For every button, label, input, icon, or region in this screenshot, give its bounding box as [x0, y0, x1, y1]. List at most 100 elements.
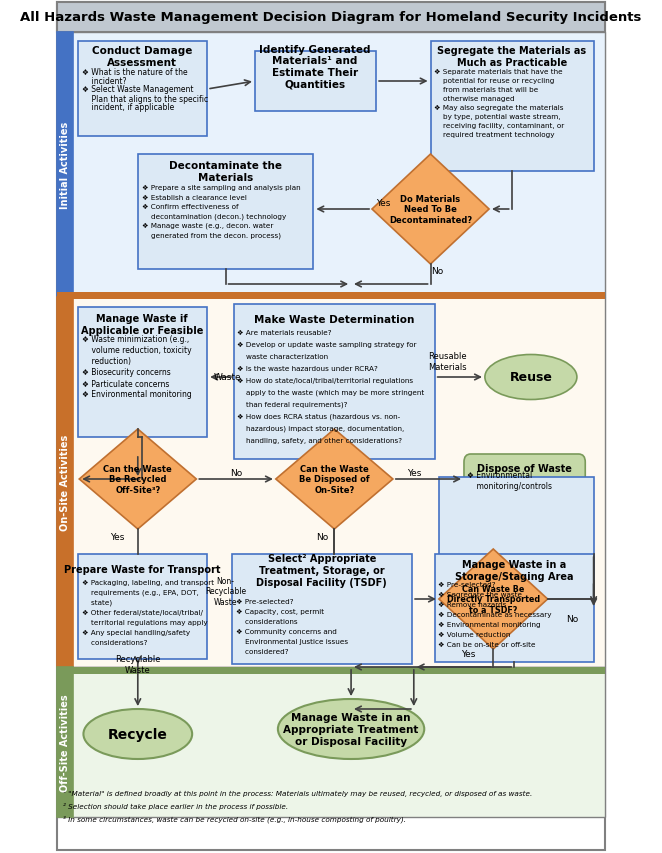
FancyBboxPatch shape: [57, 33, 605, 298]
Text: reduction): reduction): [82, 357, 131, 366]
FancyBboxPatch shape: [232, 554, 412, 664]
FancyBboxPatch shape: [77, 554, 207, 659]
Text: ❖ How do state/local/tribal/territorial regulations: ❖ How do state/local/tribal/territorial …: [237, 378, 414, 384]
Text: ² Selection should take place earlier in the process if possible.: ² Selection should take place earlier in…: [62, 802, 288, 809]
Text: ❖ Separate materials that have the: ❖ Separate materials that have the: [434, 69, 563, 75]
Text: hazardous) impact storage, documentation,: hazardous) impact storage, documentation…: [237, 426, 404, 432]
Text: Reusable
Materials: Reusable Materials: [428, 352, 467, 371]
Text: considered?: considered?: [236, 648, 289, 654]
FancyBboxPatch shape: [57, 33, 73, 298]
Text: potential for reuse or recycling: potential for reuse or recycling: [434, 78, 554, 84]
Ellipse shape: [485, 355, 577, 400]
Text: ❖ Prepare a site sampling and analysis plan: ❖ Prepare a site sampling and analysis p…: [142, 185, 301, 191]
Text: ❖ Pre-selected?: ❖ Pre-selected?: [438, 581, 496, 588]
FancyBboxPatch shape: [435, 554, 594, 662]
Text: volume reduction, toxicity: volume reduction, toxicity: [82, 346, 191, 355]
FancyBboxPatch shape: [57, 667, 73, 817]
Text: ❖ What is the nature of the: ❖ What is the nature of the: [82, 67, 187, 77]
Text: ❖ Other federal/state/local/tribal/: ❖ Other federal/state/local/tribal/: [82, 609, 203, 615]
Text: Conduct Damage
Assessment: Conduct Damage Assessment: [92, 46, 192, 67]
Text: ❖ Manage waste (e.g., decon. water: ❖ Manage waste (e.g., decon. water: [142, 223, 273, 229]
Text: ❖ Particulate concerns: ❖ Particulate concerns: [82, 379, 169, 388]
FancyBboxPatch shape: [57, 293, 605, 299]
FancyBboxPatch shape: [57, 667, 605, 817]
FancyBboxPatch shape: [57, 298, 605, 667]
Text: decontamination (decon.) technology: decontamination (decon.) technology: [142, 213, 286, 219]
Text: required treatment technology: required treatment technology: [434, 132, 554, 138]
Ellipse shape: [83, 709, 192, 759]
Text: ❖ Packaging, labeling, and transport: ❖ Packaging, labeling, and transport: [82, 579, 214, 585]
FancyBboxPatch shape: [57, 298, 73, 667]
Text: ❖ Biosecurity concerns: ❖ Biosecurity concerns: [82, 368, 171, 377]
Text: Initial Activities: Initial Activities: [60, 121, 70, 208]
Text: No: No: [567, 615, 579, 624]
Text: No: No: [431, 267, 444, 276]
Text: Can Waste Be
Directly Transported
to a TSDF?: Can Waste Be Directly Transported to a T…: [447, 584, 540, 614]
FancyBboxPatch shape: [234, 305, 435, 460]
Text: ❖ Confirm effectiveness of: ❖ Confirm effectiveness of: [142, 204, 238, 210]
Text: Manage Waste in a
Storage/Staging Area: Manage Waste in a Storage/Staging Area: [455, 560, 573, 581]
Text: waste characterization: waste characterization: [237, 354, 328, 360]
FancyBboxPatch shape: [77, 308, 207, 438]
Text: All Hazards Waste Management Decision Diagram for Homeland Security Incidents: All Hazards Waste Management Decision Di…: [21, 11, 641, 25]
FancyBboxPatch shape: [439, 478, 594, 588]
Text: Do Materials
Need To Be
Decontaminated?: Do Materials Need To Be Decontaminated?: [389, 194, 472, 224]
Text: Decontaminate the
Materials: Decontaminate the Materials: [169, 161, 282, 183]
Text: considerations?: considerations?: [82, 639, 147, 645]
Text: receiving facility, contaminant, or: receiving facility, contaminant, or: [434, 123, 564, 129]
Text: by type, potential waste stream,: by type, potential waste stream,: [434, 113, 560, 120]
Text: ❖ Is the waste hazardous under RCRA?: ❖ Is the waste hazardous under RCRA?: [237, 366, 378, 372]
FancyBboxPatch shape: [464, 455, 585, 509]
Text: ❖ Capacity, cost, permit: ❖ Capacity, cost, permit: [236, 608, 324, 614]
Text: ❖ Decontaminate as necessary: ❖ Decontaminate as necessary: [438, 612, 551, 618]
Text: Reuse: Reuse: [510, 371, 552, 384]
Text: Yes: Yes: [461, 650, 475, 659]
Text: Manage Waste in an
Appropriate Treatment
or Disposal Facility: Manage Waste in an Appropriate Treatment…: [283, 712, 419, 746]
FancyBboxPatch shape: [57, 3, 605, 850]
Ellipse shape: [278, 699, 424, 759]
Polygon shape: [79, 430, 197, 530]
Polygon shape: [439, 549, 547, 649]
Text: ❖ Environmental monitoring: ❖ Environmental monitoring: [82, 390, 191, 399]
Text: Yes: Yes: [406, 469, 421, 478]
Text: generated from the decon. process): generated from the decon. process): [142, 232, 281, 239]
Text: ❖ Remove hazards: ❖ Remove hazards: [438, 601, 506, 607]
Text: Can the Waste
Be Recycled
Off-Site³?: Can the Waste Be Recycled Off-Site³?: [103, 465, 172, 495]
Text: ❖ Select Waste Management: ❖ Select Waste Management: [82, 85, 193, 95]
Text: Yes: Yes: [375, 200, 390, 208]
FancyBboxPatch shape: [57, 3, 605, 33]
Text: Prepare Waste for Transport: Prepare Waste for Transport: [64, 565, 220, 574]
Text: from materials that will be: from materials that will be: [434, 87, 538, 93]
Text: ❖ Can be on-site or off-site: ❖ Can be on-site or off-site: [438, 641, 536, 647]
Text: Recycle: Recycle: [108, 727, 167, 741]
Text: Segregate the Materials as
Much as Practicable: Segregate the Materials as Much as Pract…: [437, 46, 587, 67]
Text: Environmental Justice issues: Environmental Justice issues: [236, 638, 349, 644]
Text: Select² Appropriate
Treatment, Storage, or
Disposal Facility (TSDF): Select² Appropriate Treatment, Storage, …: [256, 554, 387, 587]
Text: ❖ How does RCRA status (hazardous vs. non-: ❖ How does RCRA status (hazardous vs. no…: [237, 413, 401, 420]
Polygon shape: [276, 430, 393, 530]
FancyBboxPatch shape: [57, 293, 605, 299]
Text: requirements (e.g., EPA, DOT,: requirements (e.g., EPA, DOT,: [82, 589, 199, 595]
Text: ❖ Volume reduction: ❖ Volume reduction: [438, 631, 510, 637]
Text: Identify Generated
Materials¹ and
Estimate Their
Quantities: Identify Generated Materials¹ and Estima…: [260, 44, 371, 90]
Text: handling, safety, and other considerations?: handling, safety, and other consideratio…: [237, 438, 402, 444]
Text: Dispose of Waste: Dispose of Waste: [477, 463, 572, 473]
Text: Recyclable
Waste: Recyclable Waste: [115, 654, 161, 674]
Text: ³ In some circumstances, waste can be recycled on-site (e.g., in-house compostin: ³ In some circumstances, waste can be re…: [62, 815, 406, 822]
Text: Make Waste Determination: Make Waste Determination: [254, 315, 414, 325]
Text: Manage Waste if
Applicable or Feasible: Manage Waste if Applicable or Feasible: [81, 314, 203, 335]
Polygon shape: [372, 154, 489, 264]
Text: ❖ Establish a clearance level: ❖ Establish a clearance level: [142, 194, 247, 200]
Text: Waste: Waste: [213, 373, 241, 382]
Text: ❖ Environmental monitoring: ❖ Environmental monitoring: [438, 621, 541, 627]
Text: considerations: considerations: [236, 618, 298, 624]
Text: Plan that aligns to the specific: Plan that aligns to the specific: [82, 95, 208, 103]
Text: ¹ "Material" is defined broadly at this point in the process: Materials ultimate: ¹ "Material" is defined broadly at this …: [62, 789, 532, 796]
Text: Can the Waste
Be Disposed of
On-Site?: Can the Waste Be Disposed of On-Site?: [299, 465, 369, 495]
Text: territorial regulations may apply: territorial regulations may apply: [82, 619, 207, 625]
Text: ❖ Community concerns and: ❖ Community concerns and: [236, 628, 338, 635]
Text: Off-Site Activities: Off-Site Activities: [60, 693, 70, 791]
Text: Yes: Yes: [110, 533, 124, 542]
FancyBboxPatch shape: [255, 52, 376, 112]
Text: ❖ Are materials reusable?: ❖ Are materials reusable?: [237, 329, 332, 335]
